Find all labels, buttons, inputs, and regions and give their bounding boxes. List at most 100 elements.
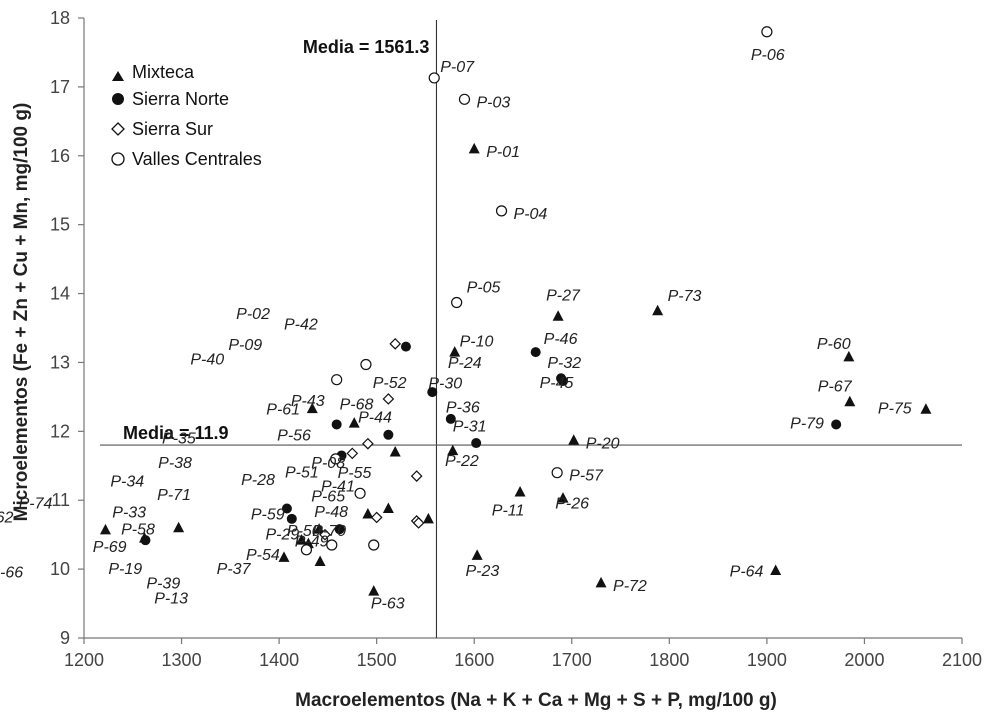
point-label: P-34: [110, 473, 144, 490]
legend: Mixteca Sierra Norte Sierra Sur Valles C…: [111, 62, 262, 169]
point-label: P-01: [486, 144, 520, 161]
legend-item-valles-centrales: Valles Centrales: [111, 149, 262, 169]
legend-label: Sierra Norte: [132, 89, 229, 109]
point-label: P-66: [0, 564, 23, 581]
point-label: P-45: [540, 375, 574, 392]
y-axis-title: Microelementos (Fe + Zn + Cu + Mn, mg/10…: [11, 103, 32, 522]
triangle-marker: [362, 508, 374, 519]
point-label: P-29: [265, 526, 299, 543]
point-label: P-37: [217, 561, 252, 578]
point-label: P-06: [751, 47, 785, 64]
filled-circle-marker: [286, 513, 297, 524]
triangle-marker: [296, 534, 308, 545]
point-label: P-56: [277, 427, 311, 444]
open-circle-marker: [300, 544, 313, 556]
point-label: P-04: [514, 206, 548, 223]
open-circle-marker: [551, 467, 563, 479]
y-tick-label: 14: [50, 284, 70, 304]
y-tick-label: 17: [50, 77, 70, 97]
point-label: P-64: [730, 563, 764, 580]
point-label: P-49: [295, 533, 329, 550]
triangle-marker: [348, 417, 360, 428]
y-tick-label: 15: [50, 215, 70, 235]
point-label: P-69: [93, 539, 127, 556]
triangle-marker: [314, 555, 326, 567]
point-label: P-50: [287, 523, 321, 540]
legend-label: Mixteca: [132, 62, 195, 82]
point-label: P-40: [190, 352, 224, 369]
x-axis-ticks: 1200 1300 1400 1500 1600 1700 1800 1900 2000 2100: [64, 638, 982, 670]
point-label: P-07: [440, 59, 475, 76]
open-circle-marker: [331, 374, 343, 386]
triangle-marker: [843, 350, 855, 362]
triangle-marker: [447, 444, 459, 456]
data-markers: [99, 26, 932, 596]
triangle-marker: [99, 523, 111, 535]
triangle-marker: [382, 502, 394, 513]
y-tick-label: 12: [50, 421, 70, 441]
y-tick-label: 11: [51, 490, 70, 510]
point-label: P-10: [460, 334, 494, 351]
point-label: P-08: [311, 455, 345, 472]
point-label: P-31: [453, 418, 487, 435]
point-label: P-57: [569, 468, 604, 485]
point-label: P-05: [467, 280, 501, 297]
triangle-marker-icon: [112, 71, 124, 81]
diamond-marker-icon: [111, 122, 125, 136]
point-label: P-33: [112, 504, 146, 521]
filled-circle-marker: [445, 413, 456, 424]
open-circle-marker: [360, 358, 372, 371]
point-label: P-22: [445, 453, 479, 470]
point-label: P-72: [613, 578, 647, 595]
diamond-marker: [370, 511, 383, 524]
diamond-marker: [382, 393, 395, 405]
triangle-marker: [389, 446, 401, 457]
point-label: P-27: [546, 287, 581, 304]
filled-circle-marker: [530, 347, 541, 358]
open-circle-marker: [495, 205, 508, 217]
point-label: P-28: [241, 472, 275, 489]
diamond-marker: [362, 437, 374, 450]
point-label: P-02: [236, 306, 270, 323]
open-circle-marker: [368, 539, 380, 551]
point-label: P-24: [448, 355, 482, 372]
point-label: P-54: [246, 547, 280, 564]
x-tick-label: 2100: [942, 650, 982, 670]
diamond-marker: [319, 528, 331, 541]
open-circle-marker: [326, 539, 338, 551]
triangle-marker: [595, 576, 607, 588]
open-circle-marker: [330, 453, 342, 465]
point-labels: P-01 P-27 P-73 P-60 P-67 P-75 P-61 P-20 P-72 P-64…: [0, 47, 912, 613]
filled-circle-marker: [140, 535, 151, 546]
triangle-marker: [278, 551, 290, 562]
x-tick-label: 2000: [844, 650, 884, 670]
y-axis-ticks: 9 10 11 12 13 14 15 16 17 18: [50, 8, 84, 648]
point-label: P-61: [266, 402, 300, 419]
point-label: P-36: [446, 400, 480, 417]
point-label: P-39: [146, 575, 180, 592]
plot-area: 1200 1300 1400 1500 1600 1700 1800 1900 2000 2100…: [0, 8, 982, 670]
point-label: P-11: [492, 502, 525, 519]
filled-circle-marker: [427, 387, 438, 398]
point-label: P-71: [157, 487, 191, 504]
point-label: P-46: [544, 331, 578, 348]
triangle-marker: [557, 492, 569, 503]
triangle-marker: [920, 403, 932, 414]
triangle-marker: [306, 402, 318, 414]
triangle-marker: [368, 585, 380, 596]
filled-circle-marker: [400, 341, 411, 352]
point-label: P-70: [312, 523, 346, 540]
triangle-marker: [770, 564, 782, 575]
triangle-marker: [468, 142, 480, 154]
triangle-marker: [471, 549, 483, 560]
point-label: P-73: [668, 288, 702, 305]
triangle-marker: [313, 523, 325, 534]
x-tick-label: 1600: [454, 650, 494, 670]
point-label: P-48: [314, 504, 348, 521]
filled-circle-marker-icon: [112, 93, 124, 105]
point-label: P-42: [284, 316, 318, 333]
point-label: P-13: [154, 591, 188, 608]
y-tick-label: 18: [50, 8, 70, 28]
filled-circle-marker: [281, 503, 292, 514]
